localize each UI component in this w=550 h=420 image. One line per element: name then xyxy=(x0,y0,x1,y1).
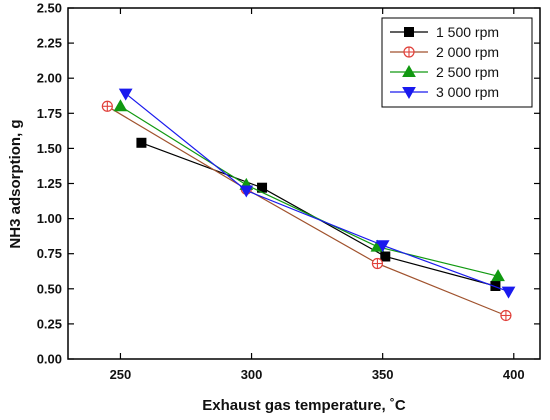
legend-label: 2 500 rpm xyxy=(436,64,499,80)
series-line xyxy=(141,142,496,287)
legend-marker xyxy=(402,87,416,100)
data-point xyxy=(136,137,147,148)
data-point xyxy=(375,240,390,253)
data-point xyxy=(500,309,512,322)
data-point xyxy=(380,251,391,262)
series-line xyxy=(125,93,509,293)
legend-item: 3 000 rpm xyxy=(390,84,499,100)
data-point xyxy=(491,269,505,282)
legend-marker xyxy=(403,46,415,58)
series-line xyxy=(106,105,507,317)
data-point xyxy=(371,257,384,270)
legend-item: 2 000 rpm xyxy=(390,44,499,60)
data-point xyxy=(501,286,516,299)
y-axis: 0.00 0.25 0.50 0.75 1.00 1.25 1.50 1.75 2.00 2.25… xyxy=(37,1,540,367)
x-tick-label: 250 xyxy=(110,367,132,382)
series-4 xyxy=(118,88,516,299)
x-axis-title: Exhaust gas temperature, ˚C xyxy=(202,397,406,414)
x-tick-label: 350 xyxy=(372,367,394,382)
y-tick-label: 0.25 xyxy=(37,316,62,331)
y-tick-label: 0.50 xyxy=(37,281,62,296)
series-layer xyxy=(101,88,516,322)
legend-marker xyxy=(402,64,416,77)
y-tick-label: 0.75 xyxy=(37,246,62,261)
series-3 xyxy=(113,99,505,282)
y-tick-label: 1.50 xyxy=(37,141,62,156)
legend-label: 1 500 rpm xyxy=(436,24,499,40)
legend-item: 1 500 rpm xyxy=(390,24,499,40)
y-tick-label: 0.00 xyxy=(37,352,62,367)
x-tick-label: 300 xyxy=(241,367,263,382)
legend-label: 3 000 rpm xyxy=(436,84,499,100)
y-tick-label: 1.75 xyxy=(37,106,62,121)
data-point xyxy=(113,99,128,112)
x-tick-label: 400 xyxy=(503,367,525,382)
x-axis: 250 300 350 400 xyxy=(110,8,525,382)
y-tick-label: 2.00 xyxy=(37,71,62,86)
data-point xyxy=(118,88,133,101)
legend-item: 2 500 rpm xyxy=(390,64,499,80)
series-line xyxy=(120,105,499,277)
legend-marker xyxy=(404,27,414,37)
series-1 xyxy=(136,137,501,291)
y-tick-label: 2.25 xyxy=(37,36,62,51)
legend-label: 2 000 rpm xyxy=(436,44,499,60)
y-tick-label: 1.25 xyxy=(37,176,62,191)
data-point xyxy=(239,185,254,198)
y-axis-title: NH3 adsorption, g xyxy=(7,119,24,248)
series-2 xyxy=(101,100,512,322)
y-tick-label: 2.50 xyxy=(37,1,62,16)
legend: 1 500 rpm 2 000 rpm 2 500 rpm 3 000 rpm xyxy=(381,17,533,108)
data-point xyxy=(101,100,113,112)
data-point xyxy=(490,280,501,291)
y-tick-label: 1.00 xyxy=(37,211,62,226)
